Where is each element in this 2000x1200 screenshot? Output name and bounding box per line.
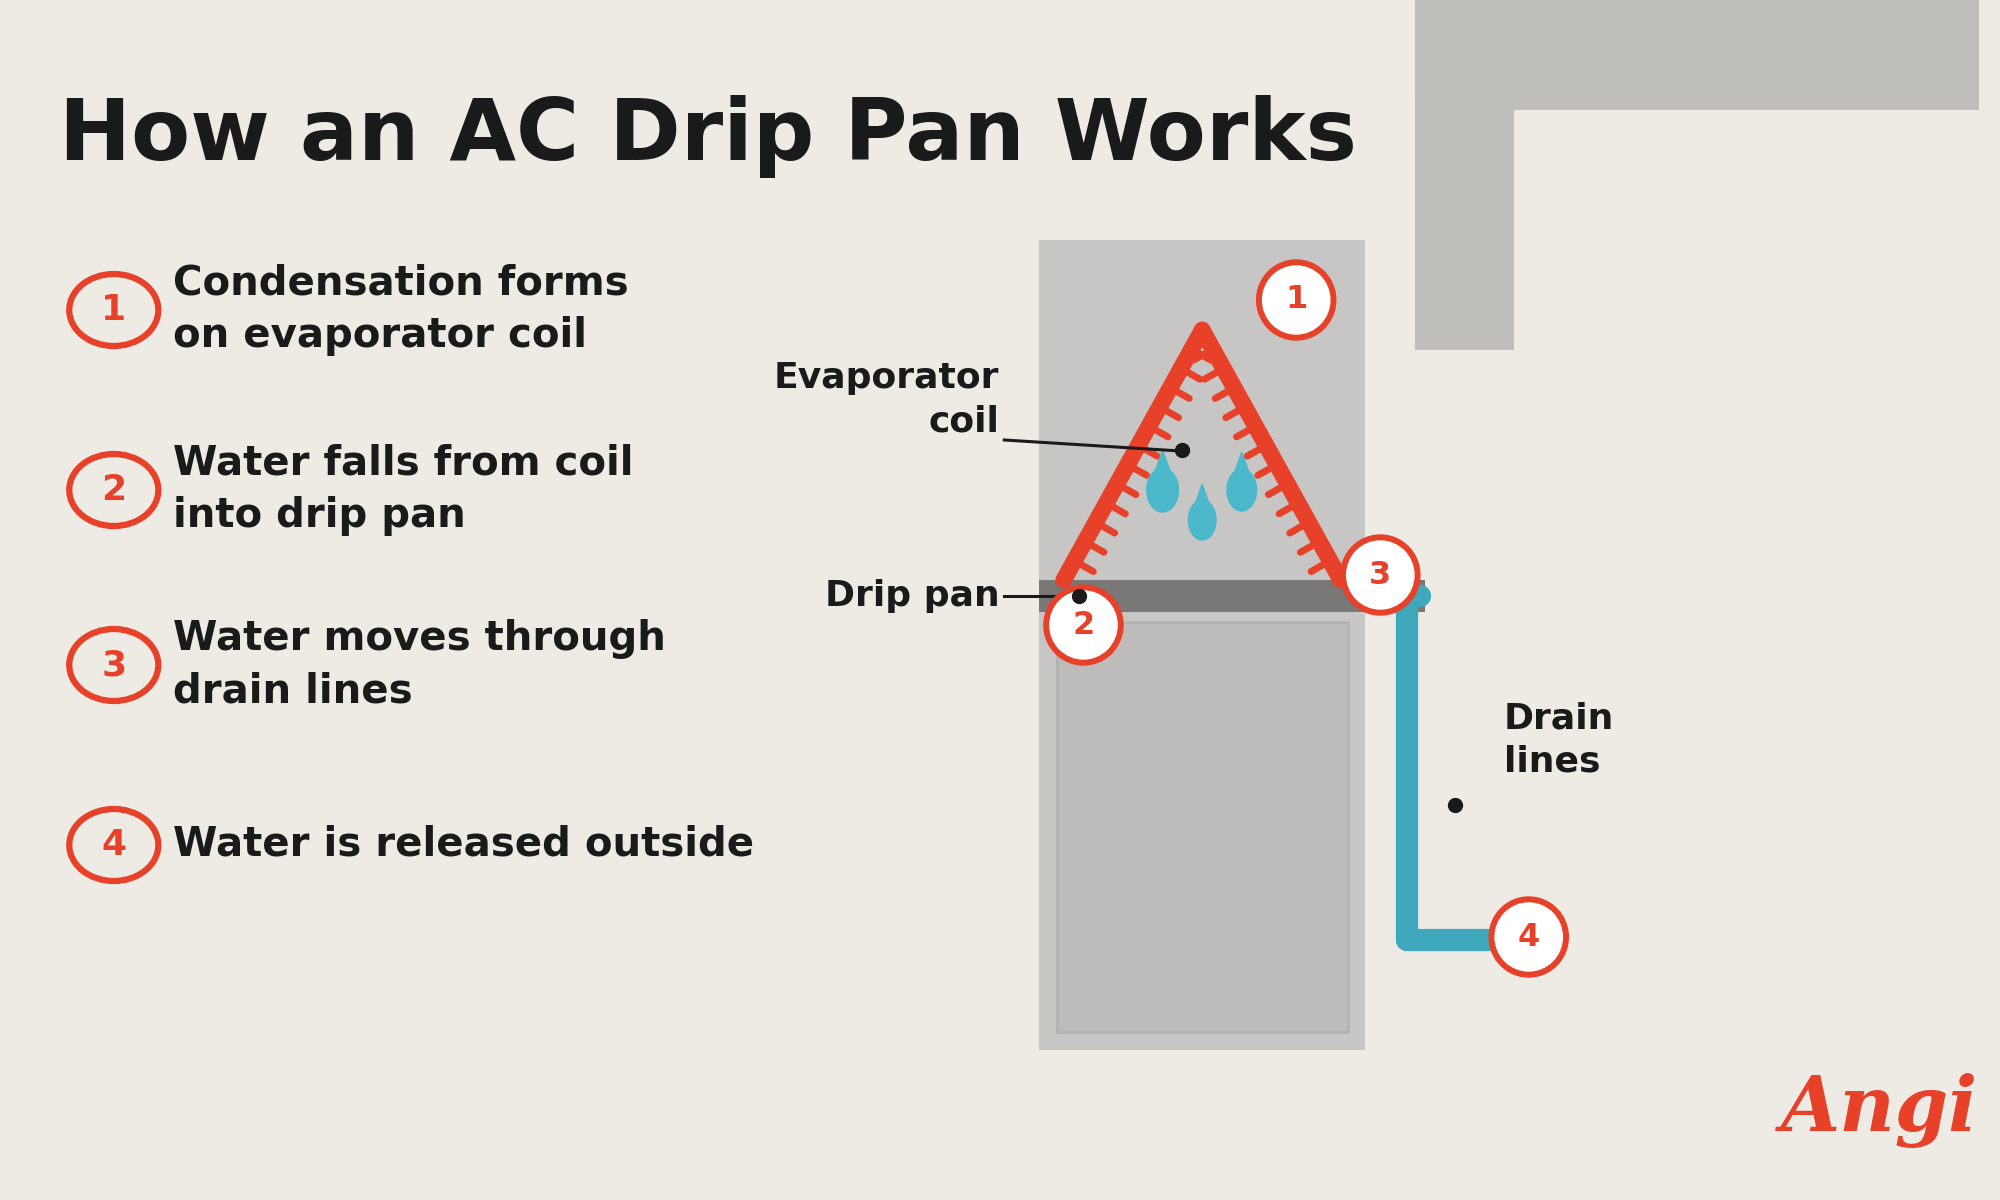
Polygon shape [1226, 469, 1256, 511]
Text: 3: 3 [1370, 559, 1392, 590]
Polygon shape [1234, 452, 1250, 473]
Text: 4: 4 [1518, 922, 1540, 953]
Circle shape [1050, 590, 1118, 659]
Circle shape [1490, 898, 1568, 977]
Text: 1: 1 [102, 293, 126, 326]
Circle shape [1496, 902, 1562, 971]
Circle shape [1346, 541, 1414, 608]
Text: Drain
lines: Drain lines [1504, 701, 1614, 779]
Text: Angi: Angi [1782, 1073, 1978, 1147]
Text: Water is released outside: Water is released outside [174, 826, 754, 865]
Circle shape [1256, 260, 1336, 340]
Polygon shape [1414, 0, 1612, 100]
FancyBboxPatch shape [1414, 0, 1514, 350]
Circle shape [1044, 584, 1124, 665]
FancyBboxPatch shape [1414, 0, 1514, 340]
Text: How an AC Drip Pan Works: How an AC Drip Pan Works [60, 95, 1358, 178]
Text: Water falls from coil
into drip pan: Water falls from coil into drip pan [174, 444, 634, 536]
Polygon shape [1154, 450, 1170, 473]
Polygon shape [1188, 500, 1216, 540]
FancyBboxPatch shape [1038, 580, 1424, 612]
Circle shape [1340, 535, 1420, 614]
Text: 4: 4 [102, 828, 126, 862]
Text: Condensation forms
on evaporator coil: Condensation forms on evaporator coil [174, 264, 628, 356]
FancyBboxPatch shape [1038, 240, 1366, 1050]
FancyBboxPatch shape [1414, 0, 1978, 110]
Text: 3: 3 [102, 648, 126, 682]
Text: 1: 1 [1286, 284, 1308, 316]
FancyBboxPatch shape [1414, 0, 1978, 100]
Text: 2: 2 [102, 473, 126, 506]
Text: Evaporator
coil: Evaporator coil [774, 361, 1000, 439]
Text: Water moves through
drain lines: Water moves through drain lines [174, 619, 666, 712]
Circle shape [1262, 266, 1330, 334]
Text: 2: 2 [1072, 610, 1094, 641]
Polygon shape [1196, 484, 1210, 504]
Polygon shape [1146, 468, 1178, 512]
Text: Drip pan: Drip pan [824, 578, 1000, 613]
FancyBboxPatch shape [1056, 622, 1348, 1032]
